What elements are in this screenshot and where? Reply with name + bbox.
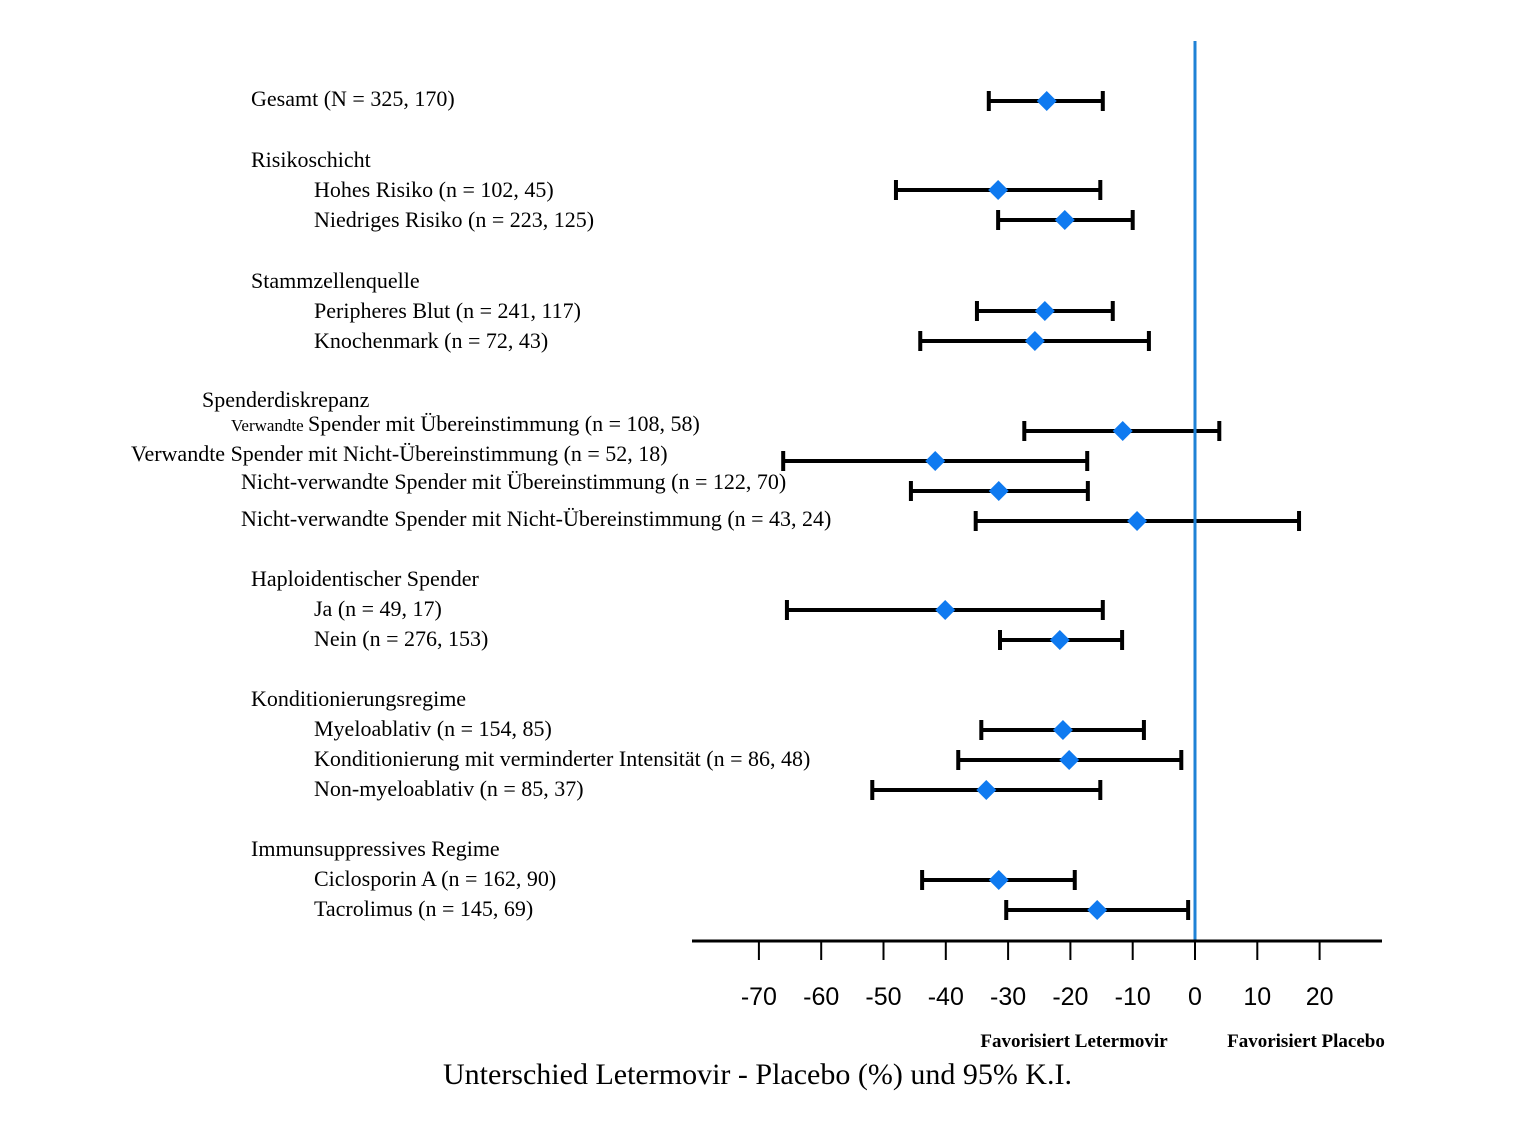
row-label: Nicht-verwandte Spender mit Übereinstimm… [241, 469, 787, 494]
row-label: Konditionierung mit verminderter Intensi… [314, 746, 811, 771]
x-tick-label: -10 [1115, 983, 1151, 1011]
row-label: Knochenmark (n = 72, 43) [314, 328, 549, 353]
estimate-marker [1112, 421, 1133, 441]
row-label: Non-myeloablativ (n = 85, 37) [314, 776, 584, 801]
row-label: Verwandte Spender mit Übereinstimmung (n… [231, 413, 700, 435]
estimate-marker [976, 780, 997, 800]
row-label-text: Spender mit Übereinstimmung (n = 108, 58… [307, 411, 700, 436]
row-label: Tacrolimus (n = 145, 69) [314, 896, 534, 921]
estimate-marker [988, 481, 1009, 501]
estimate-marker [1049, 630, 1070, 650]
row-label: Myeloablativ (n = 154, 85) [314, 716, 552, 741]
row-label: Nein (n = 276, 153) [314, 626, 489, 651]
row-label: Ciclosporin A (n = 162, 90) [314, 866, 557, 891]
group-header: Risikoschicht [251, 147, 371, 172]
x-tick-label: -40 [928, 983, 964, 1011]
row-label: Niedriges Risiko (n = 223, 125) [314, 207, 595, 232]
estimate-marker [988, 870, 1009, 890]
estimate-marker [925, 451, 946, 471]
x-tick-label: -50 [865, 983, 901, 1011]
x-tick-label: -60 [803, 983, 839, 1011]
x-tick-label: -20 [1052, 983, 1088, 1011]
group-header: Immunsuppressives Regime [251, 836, 500, 861]
estimate-marker [1054, 210, 1075, 230]
x-tick-label: 10 [1243, 983, 1271, 1011]
x-axis-title: Unterschied Letermovir - Placebo (%) und… [443, 1058, 1072, 1091]
estimate-marker [935, 600, 956, 620]
estimate-marker [988, 180, 1009, 200]
estimate-marker [1034, 301, 1055, 321]
group-header: Spenderdiskrepanz [202, 387, 370, 412]
favor-right-label: Favorisiert Placebo [1227, 1031, 1385, 1052]
x-tick-label: -30 [990, 983, 1026, 1011]
estimate-marker [1036, 91, 1057, 111]
estimate-marker [1024, 331, 1045, 351]
estimate-marker [1127, 511, 1148, 531]
row-label: Peripheres Blut (n = 241, 117) [314, 298, 581, 323]
x-tick-label: -70 [741, 983, 777, 1011]
group-header: Konditionierungsregime [251, 686, 467, 711]
favor-left-label: Favorisiert Letermovir [980, 1031, 1168, 1052]
row-label-prefix: Verwandte [231, 416, 308, 435]
x-tick-label: 0 [1188, 983, 1202, 1011]
row-label: Hohes Risiko (n = 102, 45) [314, 177, 554, 202]
x-tick-label: 20 [1306, 983, 1334, 1011]
group-header: Stammzellenquelle [251, 268, 420, 293]
row-label: Verwandte Spender mit Nicht-Übereinstimm… [131, 441, 668, 466]
row-label: Nicht-verwandte Spender mit Nicht-Überei… [241, 506, 832, 531]
row-label: Ja (n = 49, 17) [314, 596, 442, 621]
estimate-marker [1087, 900, 1108, 920]
row-label: Gesamt (N = 325, 170) [251, 86, 455, 111]
estimate-marker [1059, 750, 1080, 770]
estimate-marker [1052, 720, 1073, 740]
group-header: Haploidentischer Spender [251, 566, 479, 591]
